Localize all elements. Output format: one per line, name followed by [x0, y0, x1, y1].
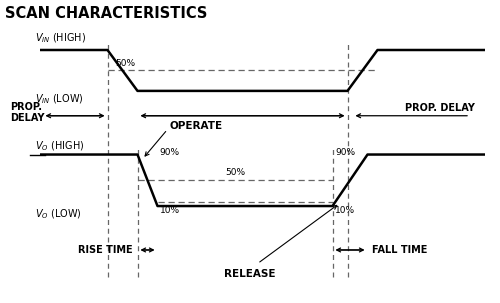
Text: $V_{IN}$ (HIGH): $V_{IN}$ (HIGH) — [35, 32, 86, 45]
Text: 50%: 50% — [115, 59, 135, 68]
Text: $V_O$ (HIGH): $V_O$ (HIGH) — [35, 139, 84, 153]
Text: PROP. DELAY: PROP. DELAY — [405, 103, 475, 113]
Text: 90%: 90% — [159, 148, 179, 157]
Text: SCAN CHARACTERISTICS: SCAN CHARACTERISTICS — [5, 6, 207, 21]
Text: 10%: 10% — [160, 206, 180, 215]
Text: 50%: 50% — [225, 168, 245, 177]
Text: $V_O$ (LOW): $V_O$ (LOW) — [35, 208, 82, 221]
Text: FALL TIME: FALL TIME — [372, 245, 428, 255]
Text: PROP.: PROP. — [10, 102, 42, 112]
Text: 90%: 90% — [335, 148, 355, 157]
Text: $V_{IN}$ (LOW): $V_{IN}$ (LOW) — [35, 92, 84, 106]
Text: DELAY: DELAY — [10, 113, 44, 123]
Text: RISE TIME: RISE TIME — [78, 245, 132, 255]
Text: RELEASE: RELEASE — [224, 269, 276, 279]
Text: 10%: 10% — [335, 206, 355, 215]
Text: OPERATE: OPERATE — [170, 121, 223, 132]
